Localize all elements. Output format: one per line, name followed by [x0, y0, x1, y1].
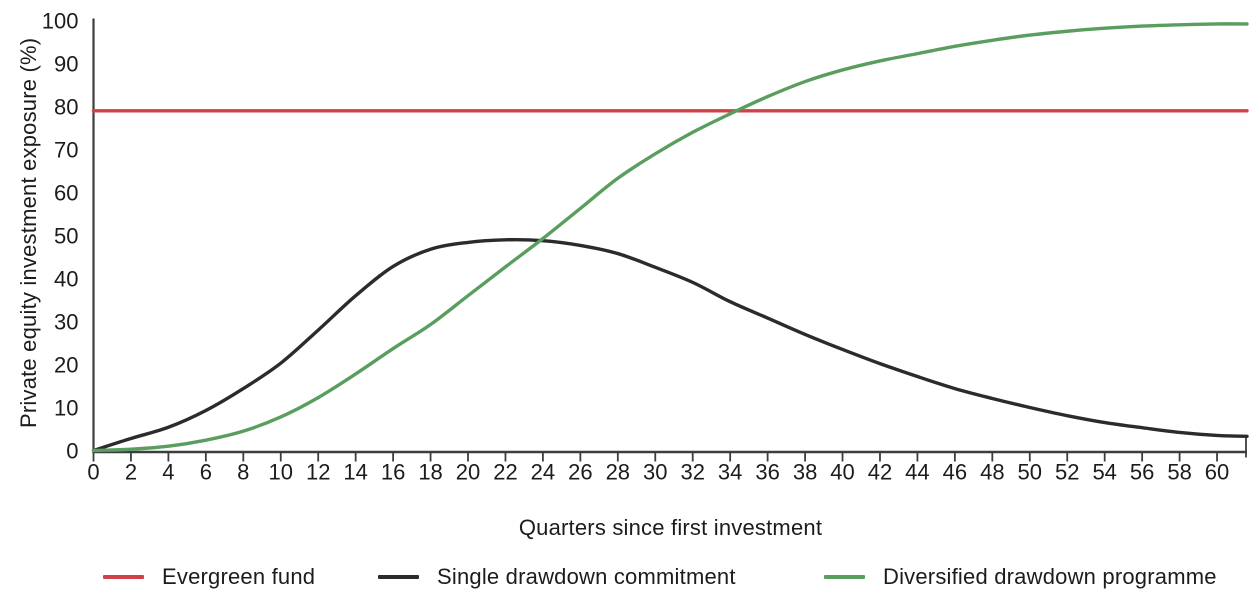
y-tick-label: 0: [66, 439, 78, 464]
legend-line-swatch-black: [378, 575, 419, 579]
x-tick-label: 16: [381, 460, 405, 485]
x-tick-label: 56: [1130, 460, 1154, 485]
x-tick-label: 20: [456, 460, 480, 485]
legend-label-single-drawdown-commitment: Single drawdown commitment: [437, 564, 736, 589]
y-tick-label: 30: [54, 310, 78, 335]
y-tick-label: 90: [54, 52, 78, 77]
series-line-single-drawdown-commitment: [91, 237, 1249, 453]
y-tick-label: 80: [54, 95, 78, 120]
x-tick-label: 26: [568, 460, 592, 485]
y-tick-label: 10: [54, 396, 78, 421]
x-tick-label: 2: [125, 460, 137, 485]
y-axis-title: Private equity investment exposure (%): [16, 37, 41, 429]
x-tick-label: 4: [162, 460, 174, 485]
x-tick-label: 60: [1205, 460, 1229, 485]
y-tick-label: 60: [54, 181, 78, 206]
x-tick-label: 8: [237, 460, 249, 485]
x-tick-label: 44: [905, 460, 929, 485]
x-tick-label: 14: [343, 460, 367, 485]
x-tick-label: 6: [200, 460, 212, 485]
x-tick-label: 30: [643, 460, 667, 485]
x-tick-label: 58: [1167, 460, 1191, 485]
legend-label-evergreen-fund: Evergreen fund: [162, 564, 316, 589]
legend-label-diversified-drawdown-programme: Diversified drawdown programme: [883, 564, 1217, 589]
x-tick-label: 24: [531, 460, 555, 485]
legend-item-evergreen-fund: Evergreen fund: [103, 563, 315, 591]
x-tick-label: 18: [418, 460, 442, 485]
y-tick-label: 100: [42, 9, 79, 34]
series-line-diversified-drawdown-programme: [91, 22, 1249, 453]
x-tick-label: 32: [680, 460, 704, 485]
x-tick-label: 22: [493, 460, 517, 485]
legend-line-swatch-red: [103, 575, 144, 579]
x-tick-label: 50: [1018, 460, 1042, 485]
x-tick-label: 38: [793, 460, 817, 485]
x-tick-label: 48: [980, 460, 1004, 485]
x-tick-label: 42: [868, 460, 892, 485]
x-tick-label: 10: [269, 460, 293, 485]
y-tick-label: 70: [54, 138, 78, 163]
legend-item-diversified-drawdown-programme: Diversified drawdown programme: [824, 563, 1217, 591]
y-tick-label: 20: [54, 353, 78, 378]
x-tick-label: 46: [943, 460, 967, 485]
x-tick-label: 52: [1055, 460, 1079, 485]
x-tick-label: 12: [306, 460, 330, 485]
x-tick-label: 54: [1092, 460, 1116, 485]
x-tick-label: 28: [606, 460, 630, 485]
x-tick-label: 0: [87, 460, 99, 485]
x-tick-label: 34: [718, 460, 742, 485]
legend-line-swatch-green: [824, 575, 865, 579]
legend-item-single-drawdown-commitment: Single drawdown commitment: [378, 563, 736, 591]
y-tick-label: 40: [54, 267, 78, 292]
x-tick-label: 36: [755, 460, 779, 485]
x-tick-label: 40: [830, 460, 854, 485]
y-tick-label: 50: [54, 224, 78, 249]
legend: Evergreen fund Single drawdown commitmen…: [0, 563, 1257, 591]
x-axis-title: Quarters since first investment: [518, 515, 823, 540]
